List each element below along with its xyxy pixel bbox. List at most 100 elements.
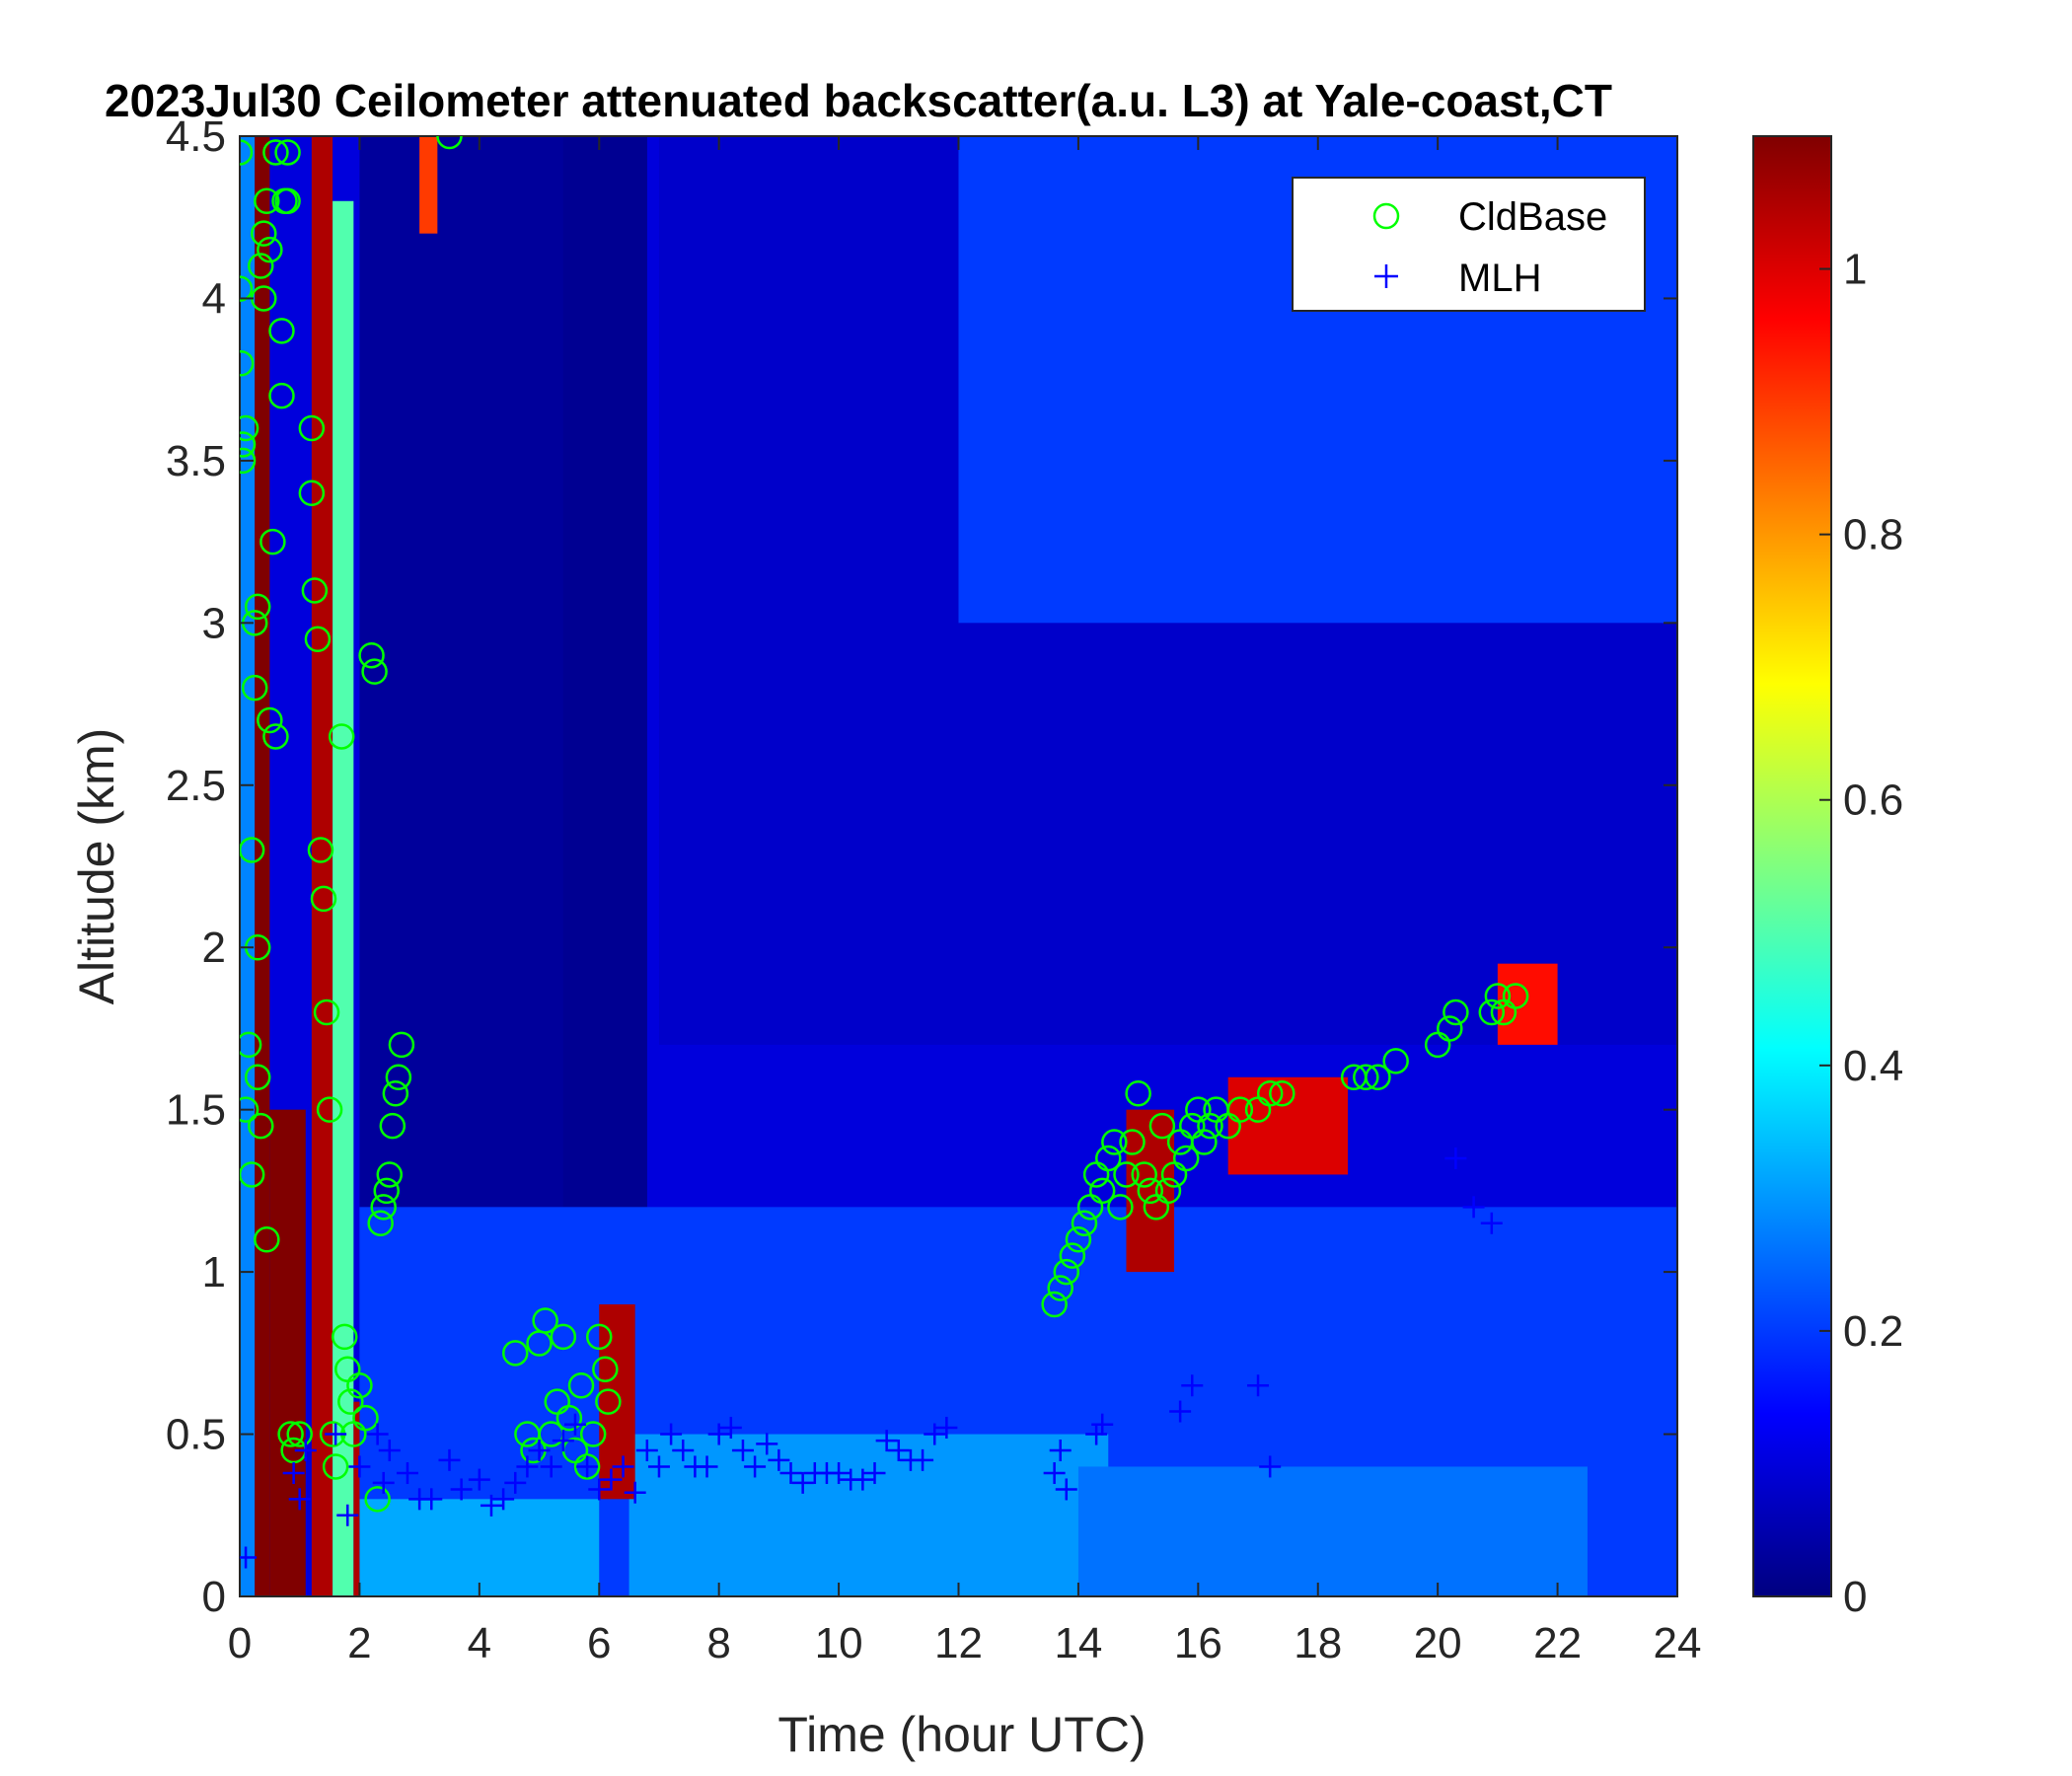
cldbase-point (251, 220, 277, 247)
cldbase-point (240, 1031, 262, 1059)
mlh-point (563, 1413, 586, 1436)
mlh-point (325, 1423, 347, 1445)
y-tick-label: 2.5 (166, 762, 226, 810)
mlh-point (378, 1440, 401, 1461)
mlh-point (1049, 1440, 1072, 1461)
cldbase-point (268, 382, 295, 409)
cldbase-point (257, 236, 283, 263)
cldbase-point (244, 593, 271, 621)
cldbase-point (277, 1421, 304, 1447)
mlh-point (540, 1455, 562, 1478)
cldbase-point (1095, 1145, 1122, 1172)
cldbase-point (1353, 1064, 1379, 1091)
cldbase-point (1197, 1112, 1223, 1140)
cldbase-point (244, 1064, 271, 1091)
cldbase-point (240, 1096, 259, 1123)
mlh-point (696, 1455, 718, 1478)
cldbase-point (304, 626, 332, 653)
x-axis-label: Time (hour UTC) (777, 1707, 1146, 1762)
cldbase-point (240, 447, 257, 475)
heatmap-cell (599, 1304, 635, 1500)
cldbase-point (1101, 1129, 1128, 1155)
mlh-point (851, 1468, 874, 1491)
cldbase-point (352, 1404, 379, 1432)
x-tick-label: 16 (1174, 1619, 1222, 1667)
heatmap-cell (1077, 1466, 1588, 1596)
y-tick-label: 4.5 (166, 112, 226, 161)
cldbase-point (1131, 1161, 1157, 1188)
x-tick-label: 4 (468, 1619, 491, 1667)
cldbase-point (240, 1161, 265, 1188)
heatmap-cell (255, 136, 270, 1596)
mlh-point (719, 1416, 742, 1439)
cldbase-point (1437, 1015, 1463, 1042)
y-axis: 0 0.5 1 1.5 2 2.5 3 3.5 4 4.5 (166, 112, 1677, 1621)
cldbase-point (382, 1079, 409, 1107)
mlh-point (552, 1430, 574, 1452)
mlh-point (660, 1423, 683, 1445)
cldbase-point (1071, 1210, 1098, 1237)
cldbase-point (1088, 1177, 1116, 1205)
x-tick-label: 18 (1294, 1619, 1342, 1667)
cldbase-point (240, 275, 254, 302)
cldbase-point (274, 187, 301, 215)
heatmap-cell (269, 1109, 306, 1596)
mlh-point (624, 1481, 646, 1504)
mlh-point (1444, 1147, 1467, 1169)
legend-plus-marker (1374, 264, 1398, 288)
mlh-point (336, 1504, 359, 1526)
cldbase-point (1113, 1161, 1140, 1188)
heatmap-cell (333, 200, 354, 1596)
mlh-point (647, 1455, 670, 1478)
cldbase-point (346, 1371, 373, 1399)
x-axis: 0 2 4 6 8 10 12 14 16 18 20 22 24 (228, 136, 1701, 1667)
mlh-point (240, 1546, 258, 1569)
cldbase-point (331, 1323, 358, 1351)
colorbar: 0 0.2 0.4 0.6 0.8 1 (1752, 135, 1903, 1621)
cldbase-point (1382, 1048, 1409, 1074)
cldbase-point (1256, 1079, 1284, 1107)
data-markers (240, 136, 1529, 1569)
mlh-point (924, 1423, 946, 1445)
plot-area: 0 2 4 6 8 10 12 14 16 18 20 22 24 00.511.522.533.544… (166, 112, 1702, 1667)
mlh-point (828, 1462, 851, 1485)
colorbar-tick-label: 1 (1843, 246, 1867, 294)
y-tick-label: 1.5 (166, 1086, 226, 1135)
cldbase-point (567, 1371, 595, 1399)
heatmap-cell (1126, 1109, 1175, 1273)
cldbase-point (1478, 999, 1506, 1026)
y-axis-label: Altitude (km) (69, 728, 124, 1005)
mlh-point (635, 1440, 658, 1461)
y-tick-label: 3.5 (166, 437, 226, 485)
x-tick-label: 2 (347, 1619, 371, 1667)
colorbar-gradient (1752, 135, 1832, 1597)
cldbase-point (298, 414, 326, 442)
mlh-point (438, 1448, 461, 1471)
cldbase-point (1047, 1275, 1073, 1301)
cldbase-point (274, 139, 301, 166)
mlh-point (396, 1462, 418, 1485)
y-tick-label: 4 (202, 274, 226, 323)
mlh-point (1480, 1212, 1503, 1234)
x-tick-label: 14 (1054, 1619, 1102, 1667)
colorbar-tick-label: 0.6 (1843, 777, 1903, 825)
cldbase-point (1119, 1129, 1146, 1155)
legend-circle-marker (1372, 202, 1400, 230)
cldbase-point (1484, 983, 1512, 1009)
mlh-point (288, 1488, 311, 1511)
mlh-point (1085, 1423, 1108, 1445)
mlh-point (366, 1423, 389, 1445)
heatmap-cell (359, 1499, 600, 1596)
heatmap-cell (353, 1401, 360, 1596)
mlh-point (1043, 1462, 1066, 1485)
colorbar-tick-label: 0.2 (1843, 1307, 1903, 1356)
mlh-point (912, 1448, 934, 1471)
colorbar-tick-label: 0.4 (1843, 1042, 1903, 1090)
heatmap-cell (311, 136, 333, 1596)
y-tick-label: 3 (202, 599, 226, 647)
cldbase-point (555, 1404, 583, 1432)
mlh-point (1055, 1478, 1077, 1501)
cldbase-point (550, 1323, 577, 1351)
cldbase-point (1172, 1145, 1200, 1172)
cldbase-point (379, 1112, 407, 1140)
